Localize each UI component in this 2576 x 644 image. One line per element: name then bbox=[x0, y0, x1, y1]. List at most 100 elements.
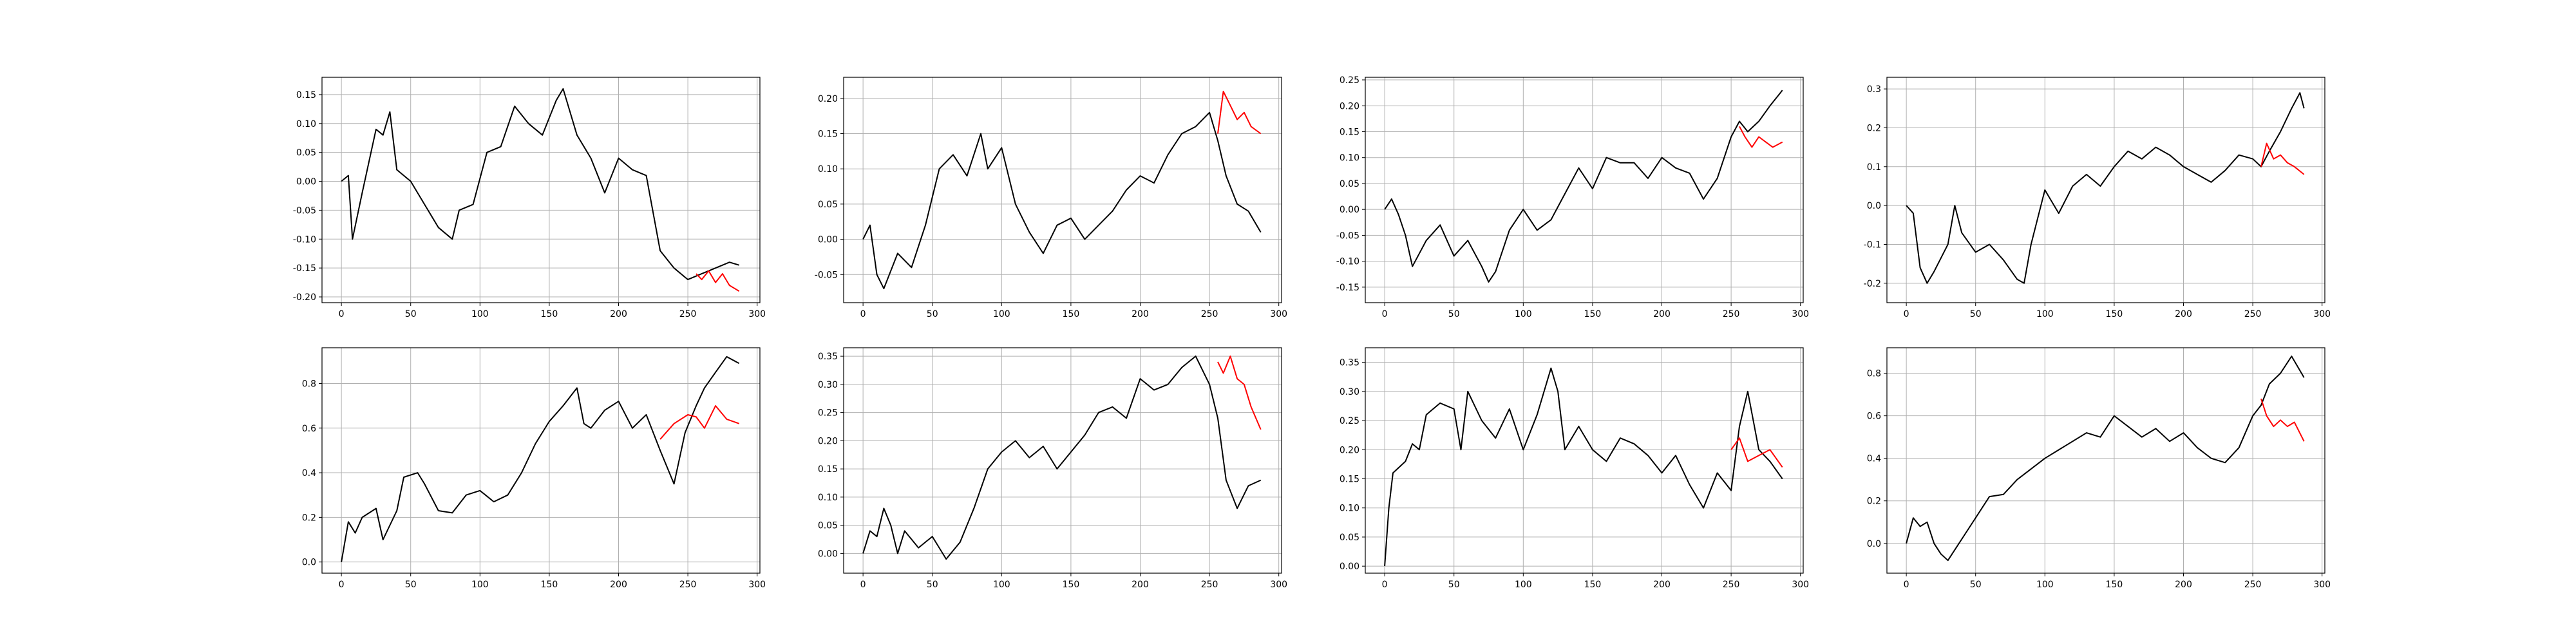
y-tick-label: 0.15 bbox=[1340, 127, 1359, 137]
x-tick-label: 0 bbox=[1382, 580, 1388, 590]
y-tick-label: -0.05 bbox=[815, 270, 838, 280]
x-tick-label: 150 bbox=[1584, 309, 1602, 319]
series-line-red bbox=[1739, 126, 1783, 148]
y-tick-label: 0.20 bbox=[1340, 101, 1359, 111]
y-tick-label: 0.0 bbox=[302, 558, 316, 568]
subplot-7: 0 50 100 150 200 250 300 0.00 0.05 0.10 0.15 0.20 0.… bbox=[1340, 347, 1809, 590]
y-tick-label: 0.00 bbox=[296, 177, 316, 187]
x-tick-label: 0 bbox=[1382, 309, 1388, 319]
x-tick-label: 100 bbox=[2036, 309, 2054, 319]
series-line-red bbox=[2260, 398, 2305, 442]
subplot-5: 0 50 100 150 200 250 300 0.0 0.2 0.4 0.6 0.8 bbox=[302, 347, 766, 590]
x-tick-label: 200 bbox=[1653, 580, 1671, 590]
x-tick-label: 150 bbox=[1063, 309, 1080, 319]
y-tick-label: 0.8 bbox=[302, 379, 316, 389]
y-tick-label: -0.1 bbox=[1864, 240, 1881, 250]
x-tick-label: 50 bbox=[1970, 580, 1982, 590]
y-tick-label: -0.20 bbox=[293, 292, 316, 303]
y-tick-label: 0.15 bbox=[1340, 474, 1359, 484]
series-line-red bbox=[1730, 437, 1783, 468]
y-tick-label: 0.30 bbox=[1340, 387, 1359, 397]
x-tick-label: 250 bbox=[1201, 309, 1218, 319]
y-tick-label: 0.2 bbox=[1867, 123, 1881, 133]
axes-frame bbox=[321, 77, 761, 303]
x-tick-label: 100 bbox=[1515, 580, 1532, 590]
y-tick-label: 0.0 bbox=[1867, 539, 1881, 549]
y-tick-label: -0.05 bbox=[1336, 231, 1359, 241]
y-tick-label: -0.05 bbox=[293, 205, 316, 216]
series-line-black bbox=[1906, 355, 2305, 562]
series-line-black bbox=[341, 88, 739, 281]
x-tick-label: 50 bbox=[1448, 580, 1460, 590]
y-tick-label: 0.05 bbox=[296, 148, 316, 158]
x-tick-label: 150 bbox=[2106, 309, 2123, 319]
x-tick-label: 200 bbox=[610, 580, 627, 590]
x-tick-label: 0 bbox=[339, 309, 345, 319]
subplot-4: 0 50 100 150 200 250 300 -0.2 -0.1 0.0 0.1 0.2 0.3 bbox=[1864, 77, 2331, 319]
y-tick-label: 0.4 bbox=[302, 468, 316, 478]
x-tick-label: 250 bbox=[1723, 309, 1740, 319]
y-tick-label: 0.8 bbox=[1867, 369, 1881, 379]
y-tick-label: 0.00 bbox=[1340, 562, 1359, 572]
x-tick-label: 250 bbox=[2244, 309, 2262, 319]
x-tick-label: 200 bbox=[1132, 580, 1149, 590]
series-line-black bbox=[1384, 367, 1783, 567]
x-tick-label: 300 bbox=[1792, 309, 1809, 319]
x-tick-label: 300 bbox=[1270, 580, 1287, 590]
x-tick-label: 300 bbox=[1270, 309, 1287, 319]
x-tick-label: 150 bbox=[1584, 580, 1602, 590]
y-tick-label: 0.15 bbox=[818, 129, 838, 140]
x-tick-label: 100 bbox=[1515, 309, 1532, 319]
y-tick-label: 0.30 bbox=[818, 380, 838, 390]
y-tick-label: -0.15 bbox=[1336, 283, 1359, 293]
y-tick-label: 0.15 bbox=[818, 464, 838, 475]
y-tick-label: 0.0 bbox=[1867, 201, 1881, 211]
x-tick-label: 200 bbox=[610, 309, 627, 319]
y-tick-label: 0.20 bbox=[818, 436, 838, 446]
y-tick-label: 0.1 bbox=[1867, 162, 1881, 173]
x-tick-label: 200 bbox=[2175, 580, 2192, 590]
y-tick-label: 0.05 bbox=[1340, 533, 1359, 543]
x-tick-label: 50 bbox=[405, 580, 417, 590]
y-tick-label: 0.20 bbox=[1340, 445, 1359, 455]
y-tick-label: -0.2 bbox=[1864, 279, 1881, 289]
series-line-red bbox=[696, 270, 740, 292]
x-tick-label: 0 bbox=[1904, 309, 1909, 319]
x-tick-label: 0 bbox=[860, 309, 866, 319]
axes-frame bbox=[1886, 77, 2325, 303]
y-tick-label: 0.15 bbox=[296, 90, 316, 100]
x-tick-label: 50 bbox=[1448, 309, 1460, 319]
y-tick-label: 0.00 bbox=[818, 549, 838, 559]
x-tick-label: 250 bbox=[679, 309, 697, 319]
y-tick-label: 0.25 bbox=[818, 408, 838, 419]
axes-frame bbox=[1365, 347, 1804, 574]
x-tick-label: 150 bbox=[1063, 580, 1080, 590]
y-tick-label: 0.05 bbox=[818, 521, 838, 531]
y-tick-label: 0.20 bbox=[818, 94, 838, 104]
series-line-black bbox=[862, 355, 1262, 560]
x-tick-label: 300 bbox=[748, 580, 766, 590]
subplot-1: 0 50 100 150 200 250 300 -0.20 -0.15 -0.10 -0.05 0.… bbox=[293, 77, 766, 319]
y-tick-label: 0.25 bbox=[1340, 75, 1359, 86]
x-tick-label: 100 bbox=[2036, 580, 2054, 590]
y-tick-label: 0.35 bbox=[1340, 358, 1359, 368]
series-line-black bbox=[341, 355, 740, 562]
subplot-3: 0 50 100 150 200 250 300 -0.15 -0.10 -0.05 0.00 0.0… bbox=[1336, 75, 1809, 319]
axes-frame bbox=[321, 347, 761, 574]
x-tick-label: 100 bbox=[993, 309, 1010, 319]
axes-frame bbox=[843, 347, 1282, 574]
subplot-2: 0 50 100 150 200 250 300 -0.05 0.00 0.05 0.10 0.15 0… bbox=[815, 77, 1287, 319]
x-tick-label: 100 bbox=[471, 309, 489, 319]
series-line-black bbox=[1906, 92, 2305, 284]
y-tick-label: 0.4 bbox=[1867, 454, 1881, 464]
x-tick-label: 150 bbox=[2106, 580, 2123, 590]
series-line-red bbox=[659, 405, 740, 440]
y-tick-label: 0.6 bbox=[1867, 412, 1881, 422]
y-tick-label: 0.00 bbox=[818, 235, 838, 245]
y-tick-label: 0.3 bbox=[1867, 84, 1881, 95]
y-tick-label: 0.10 bbox=[1340, 153, 1359, 164]
axes-frame bbox=[843, 77, 1282, 303]
series-line-red bbox=[1217, 90, 1262, 135]
x-tick-label: 200 bbox=[2175, 309, 2192, 319]
